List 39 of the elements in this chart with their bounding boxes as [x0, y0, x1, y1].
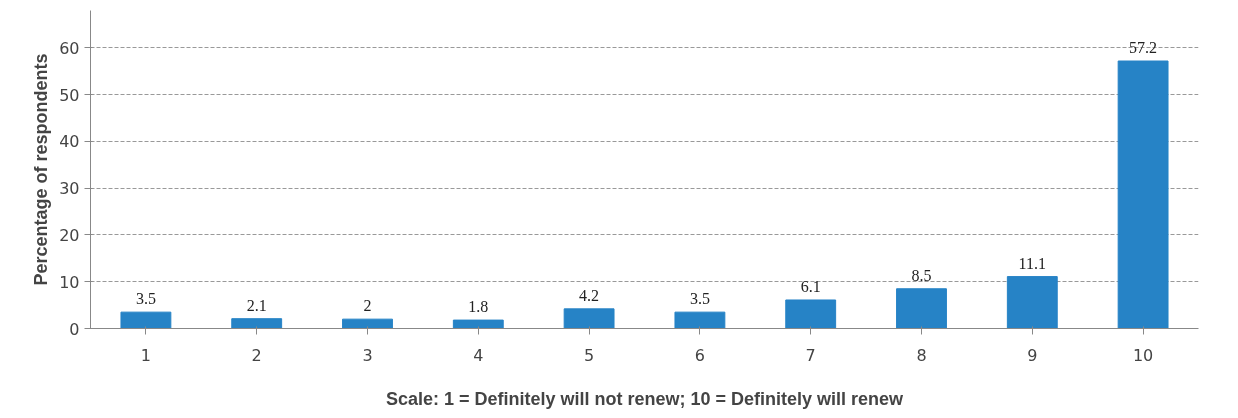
x-tick-label: 3: [362, 345, 373, 365]
bar: [1006, 276, 1058, 329]
data-label: 11.1: [1018, 254, 1046, 272]
y-tick-label: 30: [59, 179, 80, 199]
data-label: 8.5: [911, 266, 932, 284]
bar: [452, 319, 504, 329]
y-tick-label: 0: [69, 319, 80, 339]
x-tick-label: 10: [1132, 345, 1154, 365]
data-label: 57.2: [1129, 39, 1158, 57]
data-label: 2.1: [246, 296, 267, 314]
data-label: 3.5: [135, 290, 156, 308]
y-tick-label: 50: [59, 85, 80, 105]
y-tick-label: 20: [59, 225, 80, 245]
x-tick-label: 7: [805, 345, 816, 365]
x-tick-label: 4: [473, 345, 484, 365]
data-label: 4.2: [579, 286, 600, 304]
bar: [342, 318, 393, 329]
x-tick-label: 8: [916, 345, 927, 365]
bar: [563, 308, 615, 329]
y-tick-label: 10: [59, 272, 80, 292]
bar: [1117, 60, 1169, 329]
bar: [896, 288, 947, 329]
data-label: 2: [363, 297, 372, 315]
bar: [231, 318, 283, 329]
data-label: 6.1: [800, 277, 821, 295]
bar: [785, 299, 837, 329]
data-label: 3.5: [689, 290, 710, 308]
x-tick-label: 1: [140, 345, 151, 365]
y-tick-label: 40: [59, 132, 80, 152]
y-tick-label: 60: [59, 38, 80, 58]
y-axis-title: Percentage of respondents: [31, 53, 52, 286]
x-tick-label: 5: [584, 345, 595, 365]
x-tick-label: 6: [694, 345, 705, 365]
bar: [674, 311, 726, 329]
x-tick-label: 9: [1027, 345, 1038, 365]
data-label: 1.8: [468, 298, 489, 316]
bar: [120, 311, 172, 329]
x-axis-title: Scale: 1 = Definitely will not renew; 10 = Definitely will renew: [385, 388, 905, 409]
x-tick-label: 2: [251, 345, 262, 365]
